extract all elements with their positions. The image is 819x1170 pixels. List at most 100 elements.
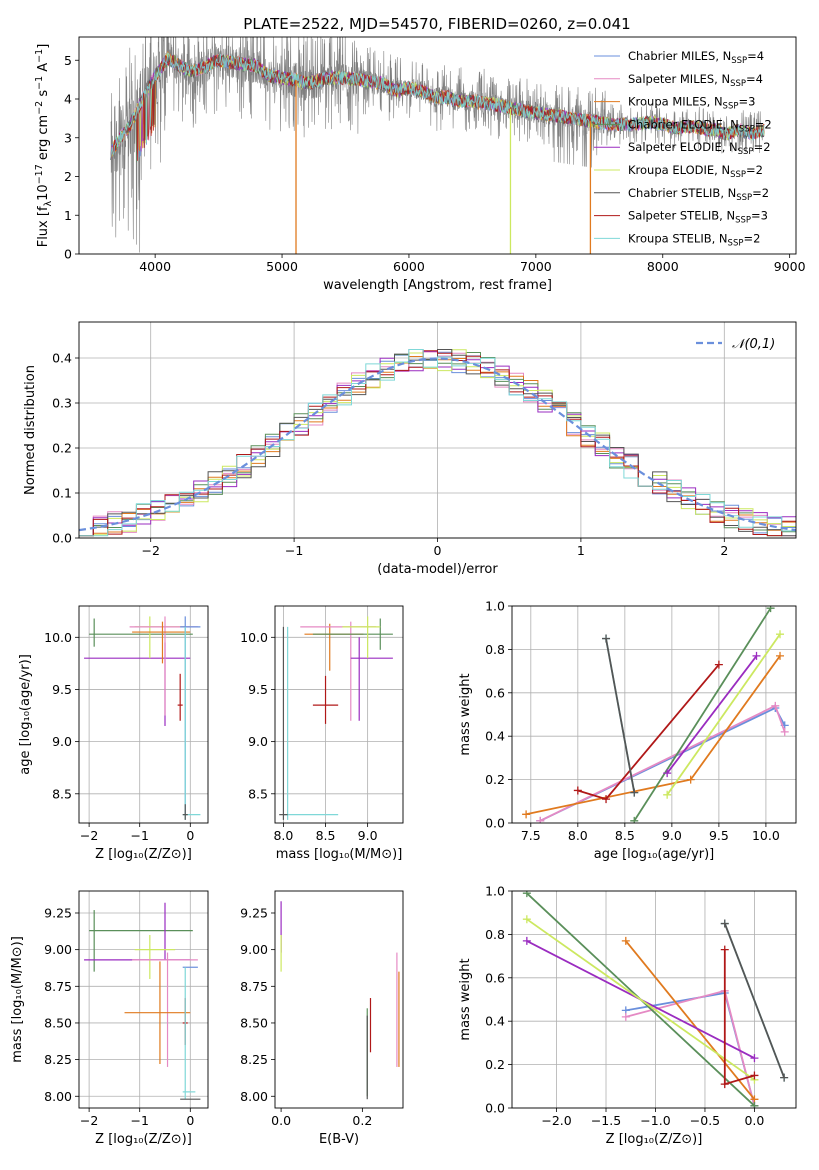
weight-point-marker <box>714 660 723 669</box>
axes-frame <box>78 890 209 1109</box>
mass-vs-metallicity-panel: −2 −1 0 8.00 8.25 8.50 8.75 9.00 9.25 Z [log₁₀(Z/… <box>10 890 209 1147</box>
axis-label-y: mass weight <box>458 673 473 755</box>
tick-label-y: 10.0 <box>44 630 72 645</box>
weight-point-marker <box>776 630 785 639</box>
model-spectrum-line <box>110 52 765 160</box>
axis-label-x: wavelength [Angstrom, rest frame] <box>323 278 552 293</box>
weight-series-line <box>605 638 636 793</box>
tick-label-y: 0.3 <box>52 396 72 411</box>
tick-label-y: 8.25 <box>240 1052 268 1067</box>
axes-frame <box>274 605 404 824</box>
weight-point-marker <box>766 606 775 613</box>
weight-point-marker <box>621 936 630 945</box>
weight-point-marker <box>780 727 789 736</box>
legend-nssp: =2 <box>752 186 769 200</box>
legend-subscript: SSP <box>735 216 751 226</box>
weight-point-marker <box>720 919 729 928</box>
axis-label-x: Z [log₁₀(Z/Z⊙)] <box>95 847 192 862</box>
legend-subscript: SSP <box>723 102 739 112</box>
tick-label-x: −2 <box>141 543 159 558</box>
tick-label-x: 0.0 <box>271 1113 291 1128</box>
weight-point-marker <box>750 1101 759 1108</box>
residuals-panel: −2 −1 0 1 2 0.0 0.1 0.2 0.3 0.4 (data-model)/error… <box>23 321 797 577</box>
legend-subscript: SSP <box>739 124 755 134</box>
legend-model-name: Salpeter MILES, N <box>628 72 730 86</box>
axis-label-x: E(B-V) <box>319 1132 359 1147</box>
legend-nssp: =2 <box>754 140 771 154</box>
tick-label-y: 8.75 <box>44 979 72 994</box>
tick-label-x: 2 <box>720 543 728 558</box>
tick-label-y: 8.5 <box>248 786 268 801</box>
tick-label-y: 5 <box>64 53 72 68</box>
histogram-step-line <box>79 350 796 537</box>
legend-nssp: =2 <box>746 163 763 177</box>
tick-label-y: 8.5 <box>52 786 72 801</box>
axis-label-part: −17 <box>34 164 45 184</box>
tick-label-x: −2 <box>80 1113 98 1128</box>
plot-area <box>280 901 400 1100</box>
normal-distribution-curve <box>79 357 796 532</box>
legend-entry: Chabrier MILES, NSSP=4 <box>628 49 764 66</box>
weight-point-marker <box>663 769 672 778</box>
tick-label-y: 8.50 <box>240 1015 268 1030</box>
weight-point-marker <box>663 790 672 799</box>
tick-label-y: 0.2 <box>485 1057 505 1072</box>
axis-label-part: ] <box>36 44 51 49</box>
axes-frame <box>511 890 797 1109</box>
weight-point-marker <box>621 1012 630 1021</box>
tick-label-y: 0.0 <box>485 816 505 831</box>
weight-point-marker <box>776 651 785 660</box>
axis-label-part: Flux [f <box>36 206 51 247</box>
age-vs-mass-panel: 8.0 8.5 9.0 8.5 9.0 9.5 10.0 mass [log₁₀(M/M⊙)] <box>240 605 404 862</box>
plot-area <box>522 606 789 823</box>
weight-series-line <box>526 918 755 1081</box>
tick-label-y: 0.0 <box>485 1101 505 1116</box>
weight-point-marker <box>780 1073 789 1082</box>
weight-series-line <box>666 633 781 796</box>
histogram-step-line <box>79 349 796 537</box>
tick-label-y: 0.4 <box>485 1014 505 1029</box>
tick-label-y: 4 <box>64 92 72 107</box>
tick-label-y: 9.00 <box>44 942 72 957</box>
tick-label-x: 0.2 <box>352 1113 372 1128</box>
weight-point-marker <box>686 775 695 784</box>
spectrum-legend: Chabrier MILES, NSSP=4 Salpeter MILES, N S… <box>594 49 772 248</box>
plot-area <box>79 349 796 537</box>
axis-label-part: erg cm <box>36 115 51 164</box>
weight-point-marker <box>720 1080 729 1089</box>
tick-label-y: 9.0 <box>248 734 268 749</box>
legend-subscript: SSP <box>730 170 746 180</box>
weight-vs-metallicity-panel: −2.0 −1.5 −1.0 −0.5 0.0 0.0 0.2 0.4 0.6 0.8 1.0 Z [… <box>458 884 797 1147</box>
weight-series-line <box>633 607 772 822</box>
tick-label-x: −2 <box>80 828 98 843</box>
tick-label-x: 4000 <box>139 259 171 274</box>
tick-label-x: −0.5 <box>690 1113 720 1128</box>
tick-label-x: 0 <box>186 1113 194 1128</box>
tick-label-x: 1 <box>577 543 585 558</box>
tick-label-y: 0.8 <box>485 642 505 657</box>
legend-model-name: Salpeter STELIB, N <box>628 209 735 223</box>
tick-label-x: 5000 <box>266 259 298 274</box>
legend-model-name: Chabrier ELODIE, N <box>628 117 739 131</box>
tick-label-y: 1.0 <box>485 599 505 614</box>
axis-label-y: Normed distribution <box>23 365 38 495</box>
tick-label-x: −1 <box>130 1113 148 1128</box>
legend-model-name: Kroupa MILES, N <box>628 95 723 109</box>
tick-label-x: 9.0 <box>662 828 682 843</box>
weight-point-marker <box>720 945 729 954</box>
plot-area <box>522 891 789 1108</box>
plot-area <box>110 37 765 254</box>
tick-label-x: 8.0 <box>273 828 293 843</box>
tick-label-x: 8.5 <box>316 828 336 843</box>
axis-label-x: mass [log₁₀(M/M⊙)] <box>276 847 403 862</box>
legend-model-name: Chabrier MILES, N <box>628 49 731 63</box>
plot-area <box>84 902 201 1100</box>
legend-subscript: SSP <box>728 238 744 248</box>
legend-model-name: Chabrier STELIB, N <box>628 186 736 200</box>
tick-label-y: 9.0 <box>52 734 72 749</box>
weight-point-marker <box>602 634 611 643</box>
legend-entry: 𝒩(0,1) <box>732 337 775 352</box>
legend-nssp: =2 <box>743 231 760 245</box>
tick-label-y: 9.5 <box>248 682 268 697</box>
